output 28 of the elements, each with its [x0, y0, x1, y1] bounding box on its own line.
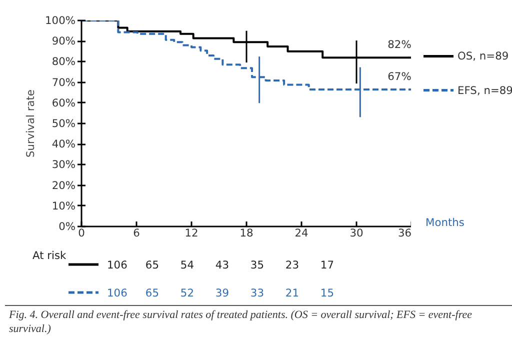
- legend-label: EFS, n=89: [458, 84, 512, 97]
- text: At risk: [32, 249, 68, 262]
- annotation: 67%: [388, 70, 412, 84]
- caption: Fig. 4. Overall and event-free survival rates of treated patients. (OS = overall survival; EFS = event-free survival.): [9, 309, 473, 336]
- y-tick-label: 20%: [52, 178, 76, 192]
- y-tick-label: 40%: [52, 138, 76, 151]
- x-tick-label: 36: [398, 226, 412, 240]
- y-tick-label: 70%: [52, 76, 76, 89]
- x-tick-label: 24: [294, 226, 308, 240]
- y-axis-title: Survival rate: [24, 90, 38, 158]
- x-tick-label: 0: [78, 226, 86, 240]
- text: 106 65 54 43 35 23 17: [107, 258, 334, 272]
- x-axis-title: Months: [426, 216, 465, 229]
- x-tick-label: 6: [133, 226, 140, 240]
- annotation: 82%: [388, 38, 412, 52]
- y-tick-label: 0%: [58, 220, 76, 233]
- y-tick-label: 90%: [52, 34, 76, 48]
- text: 106 65 52 39 33 21 15: [107, 286, 334, 300]
- y-tick-label: 30%: [52, 158, 76, 172]
- legend-label: OS, n=89: [458, 50, 509, 63]
- y-tick-label: 60%: [52, 96, 76, 110]
- x-tick-label: 18: [240, 226, 254, 240]
- x-tick-label: 12: [184, 226, 198, 240]
- y-tick-label: 80%: [52, 55, 76, 68]
- y-tick-label: 100%: [45, 14, 76, 27]
- y-tick-label: 50%: [52, 117, 76, 130]
- x-tick-label: 30: [350, 226, 364, 240]
- y-tick-label: 10%: [52, 199, 76, 212]
